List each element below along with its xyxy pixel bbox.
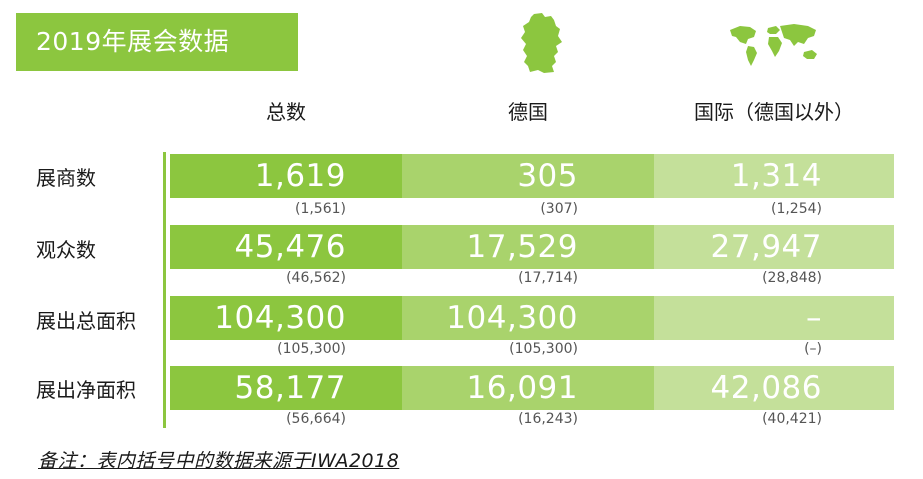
cell-previous-value: (40,421) [762,411,822,427]
cell-previous-value: (307) [540,201,578,217]
row-label-exhibitors: 展商数 [36,166,96,190]
cell-value: 45,476 [170,225,402,269]
column-header-total: 总数 [266,100,306,124]
row-label-net-area: 展出净面积 [36,378,136,402]
footnote: 备注：表内括号中的数据来源于IWA2018 [38,450,400,472]
cell-previous-value: (46,562) [286,270,346,286]
cell-previous-value: (56,664) [286,411,346,427]
table-divider [163,152,166,428]
cell-value: 1,314 [654,154,894,198]
page-title: 2019年展会数据 [16,13,298,71]
row-label-visitors: 观众数 [36,238,96,262]
cell-value: 305 [402,154,654,198]
cell-previous-value: (16,243) [518,411,578,427]
cell-previous-value: (105,300) [509,341,578,357]
cell-value: 42,086 [654,366,894,410]
cell-value: 104,300 [170,296,402,340]
cell-previous-value: (1,561) [294,201,346,217]
cell-value: 58,177 [170,366,402,410]
world-map-icon [730,24,817,66]
column-header-international: 国际（德国以外） [694,100,854,124]
cell-value: 17,529 [402,225,654,269]
cell-previous-value: (1,254) [770,201,822,217]
cell-previous-value: (–) [804,341,822,357]
cell-value: – [654,296,894,340]
row-label-gross-area: 展出总面积 [36,309,136,333]
cell-value: 16,091 [402,366,654,410]
cell-previous-value: (105,300) [277,341,346,357]
cell-value: 1,619 [170,154,402,198]
cell-value: 104,300 [402,296,654,340]
cell-previous-value: (17,714) [518,270,578,286]
column-header-germany: 德国 [508,100,548,124]
cell-previous-value: (28,848) [762,270,822,286]
germany-map-icon [521,13,562,73]
cell-value: 27,947 [654,225,894,269]
